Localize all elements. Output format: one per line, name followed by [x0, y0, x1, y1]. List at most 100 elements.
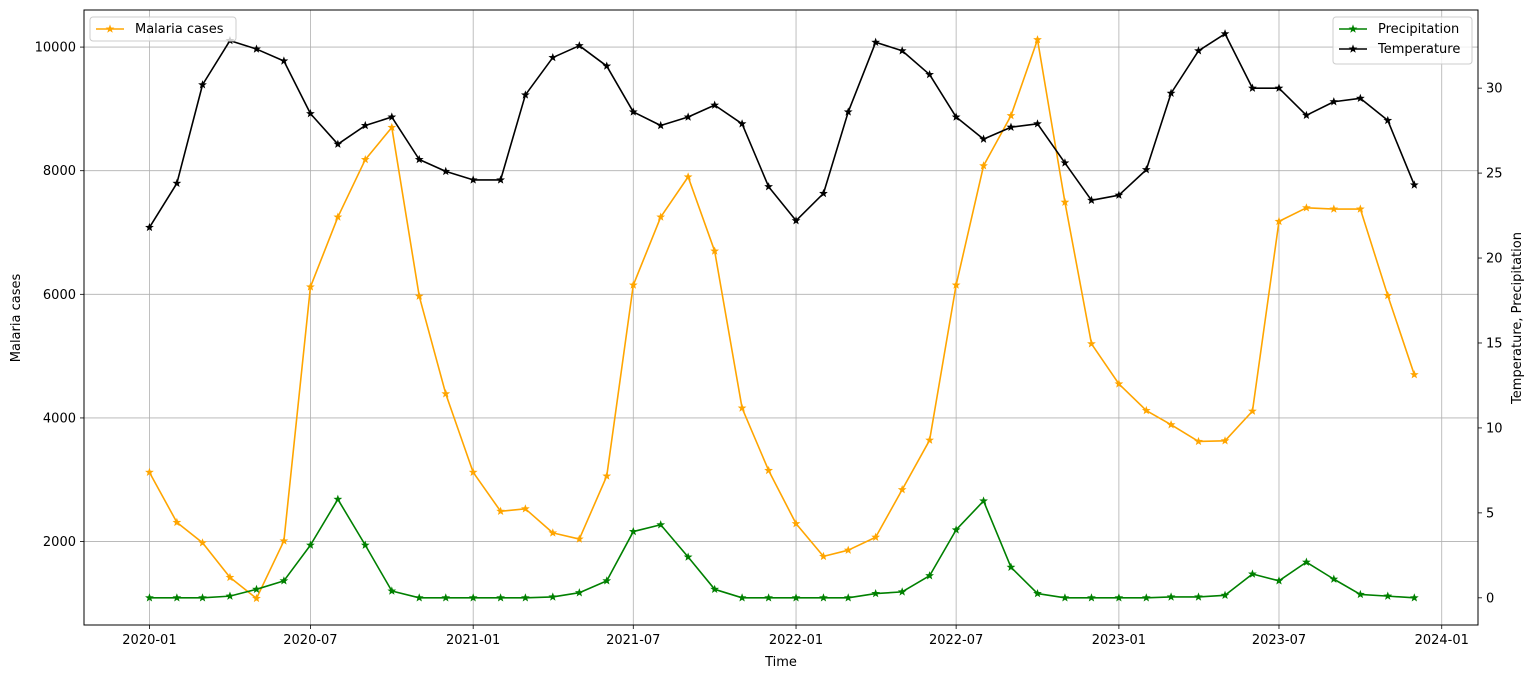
data-point-precipitation — [1302, 557, 1311, 566]
data-point-malaria-cases — [791, 519, 801, 528]
data-point-malaria-cases — [252, 593, 261, 603]
data-point-precipitation — [172, 593, 182, 602]
data-point-temperature — [979, 134, 988, 143]
data-point-malaria-cases — [306, 282, 315, 291]
data-point-temperature — [1114, 190, 1124, 199]
data-point-precipitation — [1033, 588, 1042, 598]
data-point-precipitation — [737, 593, 747, 602]
data-point-temperature — [387, 112, 397, 121]
data-point-malaria-cases — [628, 280, 638, 289]
left-y-tick-label: 10000 — [35, 41, 76, 56]
legend-marker-precipitation — [1348, 24, 1358, 33]
legend-marker-malaria — [105, 24, 115, 33]
legend-label-temperature: Temperature — [1377, 42, 1460, 57]
data-point-malaria-cases — [656, 212, 666, 221]
data-point-malaria-cases — [548, 528, 558, 537]
data-point-malaria-cases — [1087, 339, 1096, 348]
data-point-temperature — [360, 120, 370, 130]
data-point-precipitation — [1274, 576, 1284, 585]
data-point-malaria-cases — [979, 161, 988, 170]
data-point-malaria-cases — [925, 435, 934, 444]
data-point-precipitation — [628, 526, 638, 536]
data-point-precipitation — [225, 591, 235, 600]
series-layer — [145, 29, 1419, 603]
data-point-malaria-cases — [1274, 216, 1284, 226]
data-point-precipitation — [306, 540, 315, 549]
data-point-precipitation — [791, 593, 801, 602]
legend-right: Precipitation Temperature — [1332, 16, 1473, 65]
series-line-temperature — [148, 32, 1416, 228]
x-tick-label: 2021-07 — [606, 633, 660, 648]
data-point-malaria-cases — [737, 403, 747, 412]
data-point-temperature — [1220, 29, 1230, 38]
legend-label-precipitation: Precipitation — [1378, 22, 1459, 37]
data-point-precipitation — [360, 540, 370, 549]
data-point-temperature — [1194, 46, 1203, 55]
data-point-precipitation — [871, 588, 881, 598]
data-point-malaria-cases — [1114, 379, 1124, 388]
data-point-precipitation — [710, 584, 720, 594]
right-y-tick-label: 10 — [1486, 421, 1503, 436]
data-point-malaria-cases — [172, 517, 182, 527]
left-y-tick-label: 8000 — [43, 164, 76, 179]
data-point-temperature — [925, 69, 934, 79]
data-point-temperature — [496, 175, 505, 184]
legend-star-marker — [1348, 44, 1358, 53]
data-point-temperature — [172, 178, 182, 188]
data-point-precipitation — [333, 494, 343, 503]
data-point-malaria-cases — [1329, 204, 1339, 213]
data-point-precipitation — [897, 587, 907, 596]
data-point-malaria-cases — [1248, 406, 1257, 415]
data-point-precipitation — [441, 593, 451, 602]
data-point-malaria-cases — [871, 532, 881, 541]
data-point-malaria-cases — [710, 246, 720, 255]
data-point-temperature — [871, 37, 881, 46]
data-point-precipitation — [387, 586, 397, 595]
data-point-malaria-cases — [574, 534, 584, 543]
data-point-precipitation — [925, 571, 934, 580]
legend-star-marker — [105, 24, 115, 33]
series-line-precipitation — [149, 498, 1415, 599]
data-point-temperature — [951, 112, 961, 121]
x-tick-label: 2022-01 — [769, 633, 823, 648]
left-y-axis-label: Malaria cases — [9, 274, 24, 363]
data-point-malaria-cases — [279, 536, 289, 545]
data-point-temperature — [1166, 88, 1176, 97]
data-point-precipitation — [521, 593, 530, 602]
data-point-precipitation — [602, 576, 612, 585]
data-point-malaria-cases — [387, 122, 397, 132]
data-point-precipitation — [1248, 569, 1257, 578]
data-point-precipitation — [1194, 592, 1203, 601]
data-point-temperature — [1248, 83, 1257, 92]
right-y-tick-label: 5 — [1486, 506, 1494, 521]
data-point-precipitation — [1220, 590, 1230, 599]
data-point-precipitation — [1114, 593, 1124, 602]
x-tick-label: 2020-01 — [122, 633, 176, 648]
x-tick-label: 2023-07 — [1252, 633, 1306, 648]
series-malaria-cases — [145, 35, 1419, 603]
data-point-precipitation — [1141, 593, 1151, 602]
data-point-malaria-cases — [1006, 111, 1016, 120]
data-point-malaria-cases — [414, 291, 424, 300]
left-y-tick-label: 4000 — [43, 411, 76, 426]
data-point-temperature — [198, 80, 207, 89]
data-point-temperature — [279, 56, 289, 65]
data-point-temperature — [1302, 110, 1311, 120]
data-point-malaria-cases — [1141, 405, 1151, 415]
data-point-temperature — [843, 107, 853, 116]
data-point-precipitation — [979, 496, 988, 505]
data-point-temperature — [1409, 180, 1419, 189]
right-y-tick-label: 0 — [1486, 591, 1494, 606]
data-point-temperature — [306, 109, 315, 118]
data-point-precipitation — [468, 593, 478, 602]
data-point-temperature — [683, 112, 693, 121]
data-point-precipitation — [951, 525, 961, 534]
data-point-malaria-cases — [897, 485, 907, 494]
right-y-tick-label: 15 — [1486, 336, 1503, 351]
data-point-precipitation — [548, 592, 558, 601]
right-y-tick-label: 25 — [1486, 167, 1503, 182]
data-point-temperature — [791, 216, 801, 225]
data-point-temperature — [414, 154, 424, 164]
data-point-malaria-cases — [360, 154, 370, 164]
